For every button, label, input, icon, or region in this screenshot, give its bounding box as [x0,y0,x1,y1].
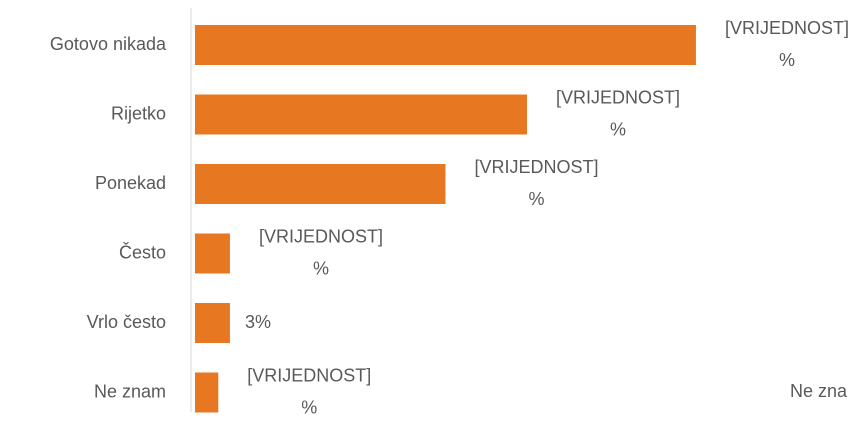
bar [195,303,230,343]
value-label: [VRIJEDNOST]% [247,365,371,417]
category-label: Ne znam [94,381,166,401]
bar [195,164,446,204]
value-label: [VRIJEDNOST]% [259,226,383,278]
value-label: [VRIJEDNOST]% [725,18,849,70]
bar [195,372,219,413]
value-label: [VRIJEDNOST]% [556,87,680,139]
legend-fragment: Ne zna [790,381,848,401]
value-label: 3% [245,312,271,332]
category-label: Često [119,241,166,262]
value-label: [VRIJEDNOST]% [474,157,598,209]
bar [195,25,696,65]
category-label: Rijetko [111,103,166,123]
category-label: Ponekad [95,173,166,193]
bar [195,233,230,274]
category-label: Gotovo nikada [50,34,167,54]
category-label: Vrlo često [87,312,166,332]
bar [195,94,528,135]
